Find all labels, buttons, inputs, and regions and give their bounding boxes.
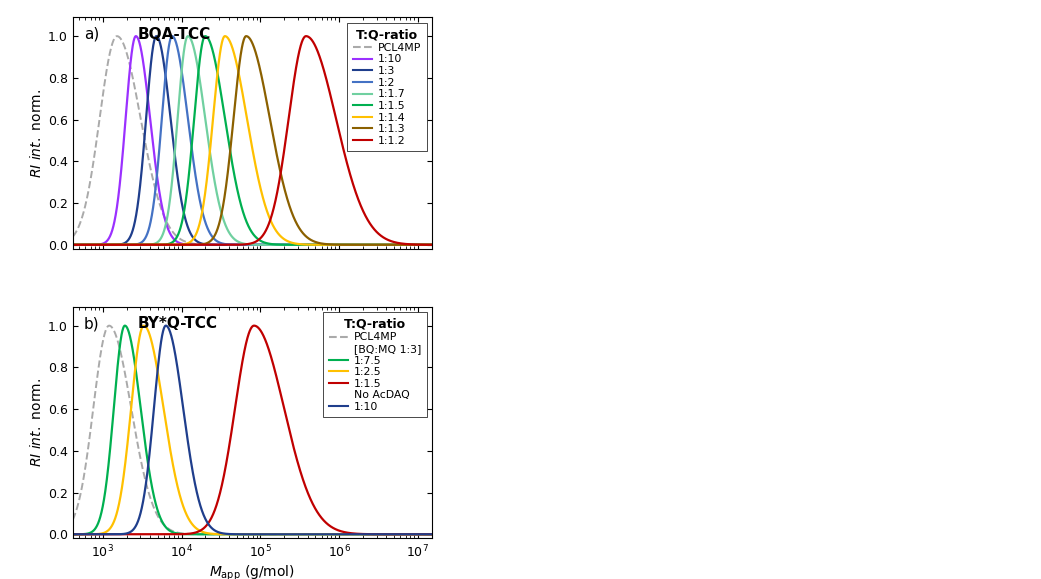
X-axis label: $\it{M}_\mathregular{app}$ (g/mol): $\it{M}_\mathregular{app}$ (g/mol) [209,564,296,579]
Text: BY*Q-TCC: BY*Q-TCC [137,316,218,331]
Y-axis label: $\it{RI}$ $\it{int.}$ norm.: $\it{RI}$ $\it{int.}$ norm. [29,378,44,467]
Legend: PCL4MP, [BQ:MQ 1:3], 1:7.5, 1:2.5, 1:1.5, No AcDAQ, 1:10: PCL4MP, [BQ:MQ 1:3], 1:7.5, 1:2.5, 1:1.5… [324,312,427,417]
Legend: PCL4MP, 1:10, 1:3, 1:2, 1:1.7, 1:1.5, 1:1.4, 1:1.3, 1:1.2: PCL4MP, 1:10, 1:3, 1:2, 1:1.7, 1:1.5, 1:… [348,23,427,151]
Y-axis label: $\it{RI}$ $\it{int.}$ norm.: $\it{RI}$ $\it{int.}$ norm. [29,89,44,178]
Text: b): b) [83,316,99,331]
Text: BQA-TCC: BQA-TCC [137,27,210,42]
Text: a): a) [83,27,99,42]
